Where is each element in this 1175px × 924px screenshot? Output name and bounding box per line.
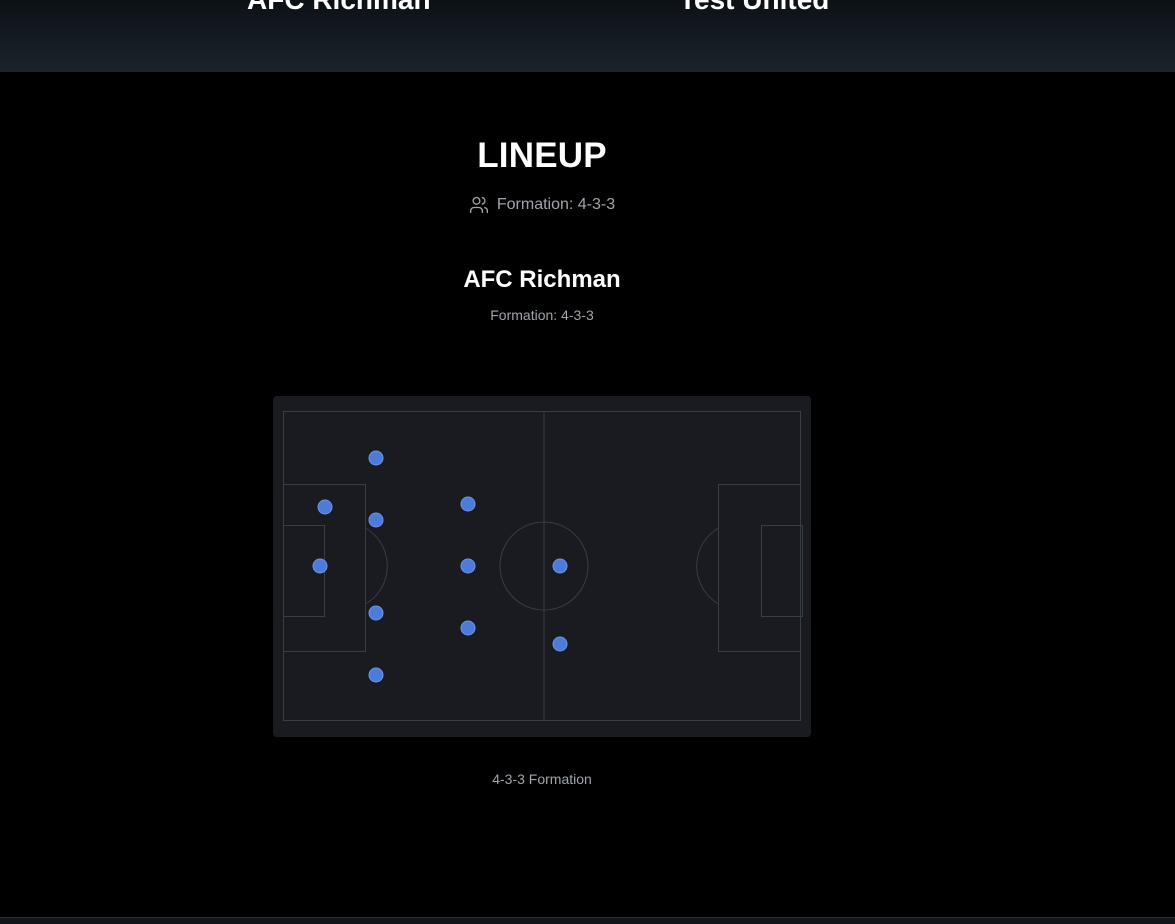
player-marker[interactable] [368, 450, 384, 466]
player-marker[interactable] [317, 499, 333, 515]
player-marker[interactable] [312, 558, 328, 574]
player-marker[interactable] [460, 558, 476, 574]
player-marker[interactable] [552, 636, 568, 652]
lineup-formation: Formation: 4-3-3 [0, 194, 1084, 216]
away-team-name: Test United [679, 0, 829, 16]
team-formation: Formation: 4-3-3 [490, 307, 594, 323]
player-marker[interactable] [460, 496, 476, 512]
users-icon [469, 196, 488, 214]
team-name: AFC Richman [463, 266, 621, 293]
left-penalty-arc [365, 527, 388, 605]
player-marker[interactable] [368, 512, 384, 528]
pitch-boundary [283, 411, 801, 721]
pitch [273, 396, 811, 737]
match-header-banner: AFC Richman Test United [0, 0, 1175, 72]
player-marker[interactable] [368, 605, 384, 621]
pitch-caption: 4-3-3 Formation [492, 771, 592, 787]
right-penalty-arc [696, 527, 719, 605]
player-marker[interactable] [368, 667, 384, 683]
player-marker[interactable] [460, 620, 476, 636]
lineup-title: LINEUP [477, 136, 607, 175]
center-circle [499, 521, 589, 611]
right-goal-area [761, 525, 803, 617]
player-marker[interactable] [552, 558, 568, 574]
footer-edge [0, 917, 1175, 924]
home-team-name: AFC Richman [247, 0, 431, 16]
lineup-formation-label: Formation: 4-3-3 [496, 196, 616, 213]
right-penalty-area [718, 484, 801, 652]
pitch-drawing [283, 411, 803, 721]
